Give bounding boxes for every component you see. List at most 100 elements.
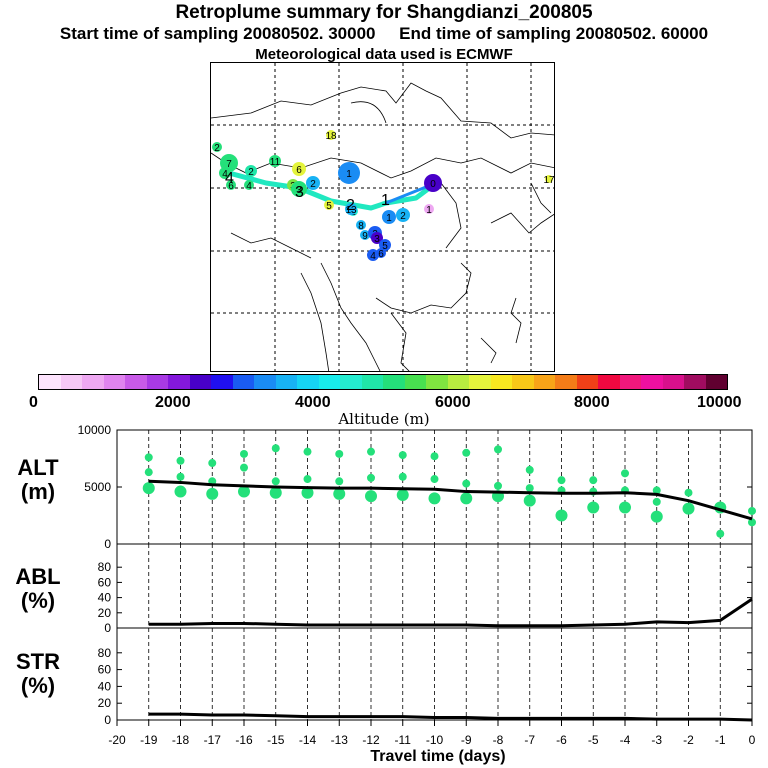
alt-cluster-point bbox=[430, 475, 439, 484]
colorbar-segment bbox=[82, 375, 104, 389]
y-tick-label: 40 bbox=[98, 679, 112, 693]
met-data-line: Meteorological data used is ECMWF bbox=[255, 46, 513, 63]
x-tick-label: -14 bbox=[299, 733, 317, 747]
map-marker bbox=[424, 204, 434, 214]
colorbar-label: Altitude (m) bbox=[338, 410, 430, 428]
map-marker-label: 8 bbox=[358, 221, 364, 232]
y-tick-label: 80 bbox=[98, 646, 112, 660]
x-tick-label: -18 bbox=[172, 733, 190, 747]
panel-frame bbox=[116, 627, 753, 721]
colorbar-segment bbox=[211, 375, 233, 389]
alt-cluster-point bbox=[587, 501, 600, 514]
colorbar-segment bbox=[533, 375, 555, 389]
colorbar-tick-label: 10000 bbox=[697, 394, 742, 411]
x-tick-label: -6 bbox=[556, 733, 567, 747]
alt-cluster-point bbox=[589, 476, 598, 485]
alt-cluster-point bbox=[142, 482, 155, 495]
colorbar-segment bbox=[684, 375, 706, 389]
map-marker bbox=[324, 200, 334, 210]
x-tick-label: -5 bbox=[588, 733, 599, 747]
alt-cluster-point bbox=[430, 452, 439, 461]
x-tick-label: -17 bbox=[204, 733, 222, 747]
alt-cluster-point bbox=[271, 444, 280, 453]
x-tick-label: 0 bbox=[749, 733, 756, 747]
colorbar-segment bbox=[598, 375, 620, 389]
map-marker bbox=[269, 155, 281, 167]
alt-cluster-point bbox=[525, 484, 534, 493]
map-marker bbox=[371, 232, 383, 244]
alt-cluster-point bbox=[619, 501, 631, 514]
y-tick-label: 0 bbox=[104, 537, 111, 551]
map-marker-label: 18 bbox=[325, 131, 337, 142]
map-marker-label: 2 bbox=[214, 143, 220, 154]
alt-cluster-point bbox=[269, 486, 282, 499]
map-cluster-label: 4 bbox=[225, 170, 234, 187]
colorbar-segment bbox=[512, 375, 534, 389]
map-marker-label: 1 bbox=[346, 169, 352, 180]
alt-cluster-point bbox=[748, 506, 756, 515]
alt-cluster-point bbox=[174, 485, 187, 498]
alt-cluster-point bbox=[398, 472, 407, 481]
colorbar-segment bbox=[619, 375, 641, 389]
alt-cluster-point bbox=[208, 459, 217, 468]
colorbar-tick-label: 4000 bbox=[295, 394, 331, 411]
alt-cluster-point bbox=[335, 449, 344, 458]
alt-cluster-point bbox=[367, 473, 375, 482]
map-marker bbox=[219, 167, 231, 179]
x-tick-label: -7 bbox=[524, 733, 535, 747]
alt-cluster-point bbox=[652, 486, 661, 495]
map-marker bbox=[396, 208, 410, 222]
map-marker-label: 11 bbox=[270, 157, 281, 168]
alt-cluster-point bbox=[303, 475, 312, 484]
y-tick-label: 0 bbox=[104, 621, 111, 635]
alt-cluster-point bbox=[748, 518, 756, 527]
y-tick-label: 80 bbox=[98, 560, 112, 574]
map-marker bbox=[424, 174, 442, 192]
colorbar-segment bbox=[641, 375, 663, 389]
colorbar-segment bbox=[469, 375, 491, 389]
alt-cluster-point bbox=[462, 448, 471, 457]
map-marker-label: 6 bbox=[296, 165, 302, 176]
alt-cluster-point bbox=[240, 463, 248, 472]
alt-cluster-point bbox=[301, 486, 314, 499]
alt-cluster-point bbox=[335, 477, 344, 486]
x-axis-label: Travel time (days) bbox=[370, 748, 506, 765]
alt-cluster-point bbox=[144, 468, 153, 477]
alt-series-line bbox=[148, 479, 753, 521]
alt-cluster-point bbox=[557, 476, 566, 485]
alt-cluster-point bbox=[621, 469, 629, 478]
y-tick-label: 0 bbox=[104, 713, 111, 727]
map-marker bbox=[379, 239, 391, 251]
map-marker-label: 2 bbox=[248, 167, 254, 178]
colorbar-segment bbox=[254, 375, 276, 389]
abl-panel-label: ABL (%) bbox=[15, 564, 61, 613]
map-marker bbox=[382, 210, 396, 224]
colorbar-segment bbox=[146, 375, 168, 389]
map-marker bbox=[545, 175, 553, 183]
map-marker-label: 4 bbox=[246, 181, 252, 192]
x-tick-label: -1 bbox=[715, 733, 726, 747]
map-marker-label: 4 bbox=[222, 169, 228, 180]
colorbar-tick-label: 6000 bbox=[435, 394, 471, 411]
colorbar-segment bbox=[125, 375, 147, 389]
map-marker-label: 6 bbox=[228, 181, 234, 192]
alt-cluster-point bbox=[206, 487, 219, 500]
x-tick-label: -3 bbox=[651, 733, 662, 747]
colorbar-segment bbox=[275, 375, 297, 389]
map-cluster-label: 1 bbox=[381, 192, 390, 209]
map-marker-label: 17 bbox=[543, 175, 555, 186]
alt-cluster-point bbox=[684, 488, 693, 497]
x-tick-label: -10 bbox=[426, 733, 444, 747]
map-cluster-label: 3 bbox=[295, 184, 304, 201]
y-tick-label: 40 bbox=[98, 591, 112, 605]
alt-cluster-point bbox=[589, 487, 598, 496]
alt-cluster-point bbox=[494, 445, 502, 454]
y-tick-label: 20 bbox=[98, 606, 112, 620]
panel-frame bbox=[116, 429, 753, 545]
alt-cluster-point bbox=[714, 501, 727, 514]
map-marker bbox=[306, 176, 320, 190]
map-marker-label: 2 bbox=[400, 211, 406, 222]
colorbar-segment bbox=[404, 375, 426, 389]
y-tick-label: 60 bbox=[98, 575, 112, 589]
alt-cluster-point bbox=[460, 492, 473, 505]
